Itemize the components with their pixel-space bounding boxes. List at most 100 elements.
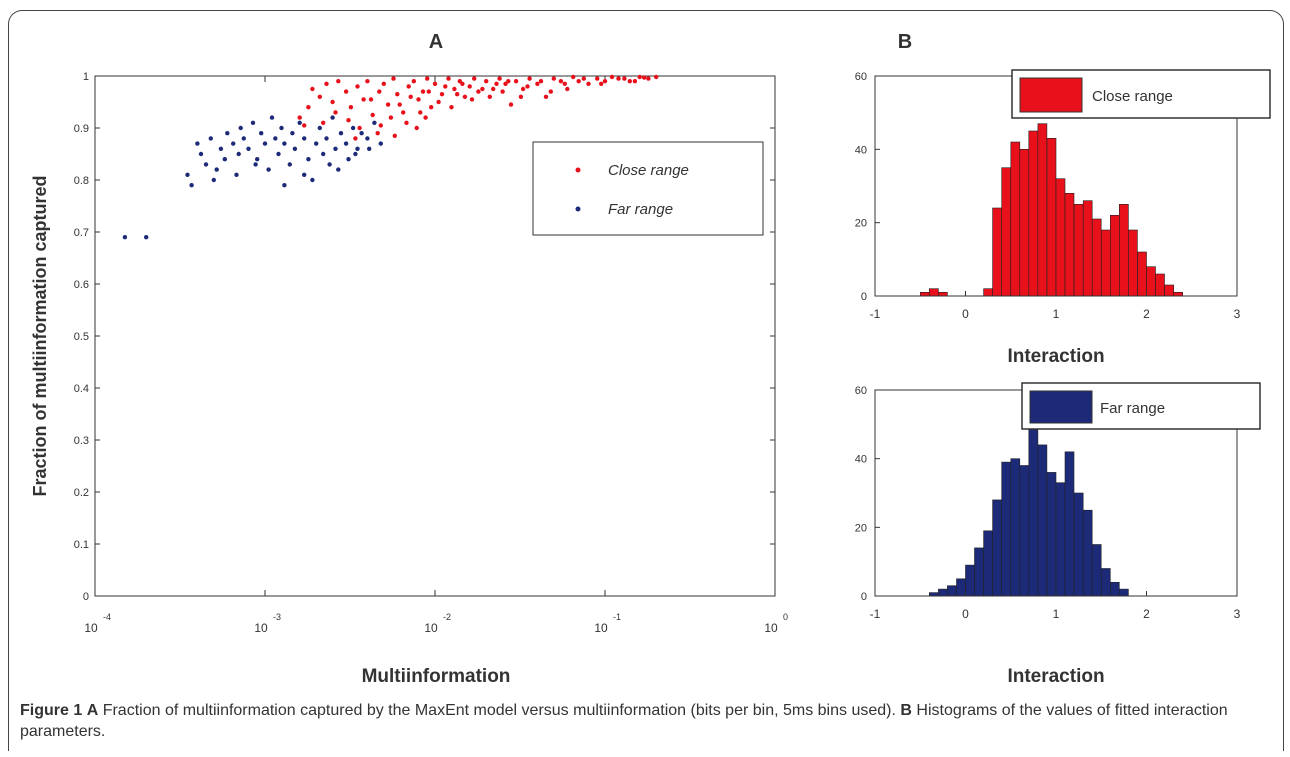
scatter-point-close — [321, 120, 326, 126]
scatter-x-tick-base: 10 — [594, 621, 608, 635]
scatter-y-tick-label: 0.1 — [74, 539, 89, 551]
caption-part-a-label: A — [86, 702, 99, 719]
scatter-point-far — [195, 141, 200, 146]
scatter-x-tick-base: 10 — [424, 621, 438, 635]
scatter-point-close — [395, 92, 400, 97]
histogram-bar-far — [1119, 588, 1129, 597]
scatter-point-close — [595, 76, 600, 81]
scatter-x-tick-base: 10 — [84, 621, 98, 635]
scatter-point-close — [317, 94, 322, 100]
scatter-y-tick-label: 0.8 — [74, 175, 89, 187]
histogram-close-x-tick-label: 0 — [962, 307, 969, 321]
histogram-bar-far — [1091, 544, 1102, 597]
caption-part-b-label: B — [900, 702, 912, 719]
scatter-point-close — [365, 79, 370, 84]
histogram-bar-close — [1137, 251, 1147, 297]
scatter-x-ticks: 10 -4 10 -3 10 -2 10 -1 10 0 — [84, 76, 788, 635]
histogram-bar-far — [938, 588, 948, 597]
histogram-close-y-ticks: 0 20 40 60 — [855, 71, 880, 303]
histogram-bar-close — [1046, 138, 1057, 297]
histogram-close-y-tick-label: 60 — [855, 71, 867, 83]
scatter-point-close — [506, 79, 511, 84]
histogram-close-x-tick-label: -1 — [870, 307, 881, 321]
scatter-point-close — [637, 74, 642, 80]
histogram-bar-far — [1101, 568, 1111, 597]
legend-marker-far — [575, 206, 581, 212]
scatter-point-close — [375, 131, 380, 136]
scatter-y-tick-label: 0.4 — [74, 383, 89, 395]
scatter-point-close — [562, 81, 567, 87]
histogram-bar-close — [1082, 200, 1093, 297]
scatter-point-close — [388, 115, 394, 120]
scatter-point-close — [420, 89, 426, 94]
scatter-point-close — [469, 97, 475, 102]
scatter-point-close — [518, 94, 524, 100]
scatter-point-close — [622, 76, 627, 81]
scatter-point-close — [520, 86, 526, 92]
caption-figure-label: Figure 1 — [20, 702, 83, 719]
scatter-point-close — [324, 81, 329, 87]
scatter-x-tick-exponent: -2 — [443, 612, 451, 622]
scatter-point-far — [262, 141, 268, 146]
scatter-point-far — [367, 146, 372, 151]
histogram-bar-close — [1091, 218, 1102, 297]
histogram-far-x-ticks: -1 0 1 2 3 — [870, 591, 1241, 621]
histogram-bar-far — [974, 547, 984, 597]
histogram-far-y-tick-label: 60 — [855, 385, 867, 397]
scatter-point-far — [353, 151, 358, 157]
panel-a-label: A — [429, 31, 443, 53]
scatter-point-far — [189, 183, 194, 188]
histogram-close-y-tick-label: 20 — [855, 218, 867, 230]
legend-label-close: Close range — [608, 162, 689, 179]
scatter-point-far — [225, 131, 230, 136]
histogram-bar-far — [1055, 482, 1066, 597]
scatter-point-far — [259, 131, 264, 136]
scatter-point-close — [404, 120, 409, 126]
scatter-point-close — [297, 115, 302, 120]
scatter-point-close — [543, 94, 549, 100]
scatter-point-far — [378, 141, 383, 146]
histogram-bar-close — [938, 291, 948, 297]
histogram-far-x-tick-label: 1 — [1053, 607, 1060, 621]
scatter-point-far — [372, 120, 377, 126]
scatter-point-close — [609, 74, 615, 80]
scatter-point-close — [527, 76, 532, 81]
scatter-point-close — [423, 115, 428, 120]
histogram-bar-close — [919, 291, 930, 297]
histogram-bar-close — [1037, 123, 1048, 297]
scatter-point-close — [632, 79, 638, 84]
scatter-point-far — [276, 151, 281, 157]
scatter-point-close — [418, 110, 423, 115]
histogram-close-x-ticks: -1 0 1 2 3 — [870, 291, 1241, 321]
scatter-point-far — [255, 157, 260, 162]
scatter-y-ticks: 0 0.1 0.2 0.3 0.4 0.5 0.6 0.7 0.8 0.9 1 — [74, 71, 775, 603]
scatter-x-axis-label: Multiinformation — [362, 666, 511, 687]
scatter-point-close — [392, 133, 397, 138]
scatter-point-close — [449, 105, 454, 110]
scatter-point-far — [211, 177, 216, 183]
scatter-point-far — [310, 177, 315, 183]
histogram-bar-close — [1128, 229, 1138, 297]
legend-swatch-close — [1019, 77, 1083, 113]
scatter-point-close — [508, 102, 514, 107]
scatter-point-far — [250, 120, 256, 126]
histogram-far-y-ticks: 0 20 40 60 — [855, 385, 880, 603]
scatter-point-close — [462, 94, 468, 100]
figure-svg: A 00.10.20.30.40.50.60.70.80.91 10-410-3… — [30, 31, 1271, 687]
scatter-x-tick-exponent: -4 — [103, 612, 111, 622]
scatter-point-far — [144, 235, 149, 240]
scatter-point-close — [333, 110, 338, 115]
legend-marker-close — [575, 167, 581, 173]
scatter-point-close — [646, 76, 651, 81]
scatter-y-tick-label: 0.2 — [74, 487, 89, 499]
scatter-x-tick-base: 10 — [764, 621, 778, 635]
scatter-point-far — [234, 172, 239, 177]
scatter-point-close — [355, 84, 360, 89]
histogram-bar-far — [1064, 451, 1075, 597]
legend-label-far: Far range — [608, 201, 673, 218]
caption-part-a-text: Fraction of multiinformation captured by… — [98, 702, 901, 719]
scatter-point-close — [429, 105, 434, 110]
scatter-point-close — [343, 89, 349, 94]
